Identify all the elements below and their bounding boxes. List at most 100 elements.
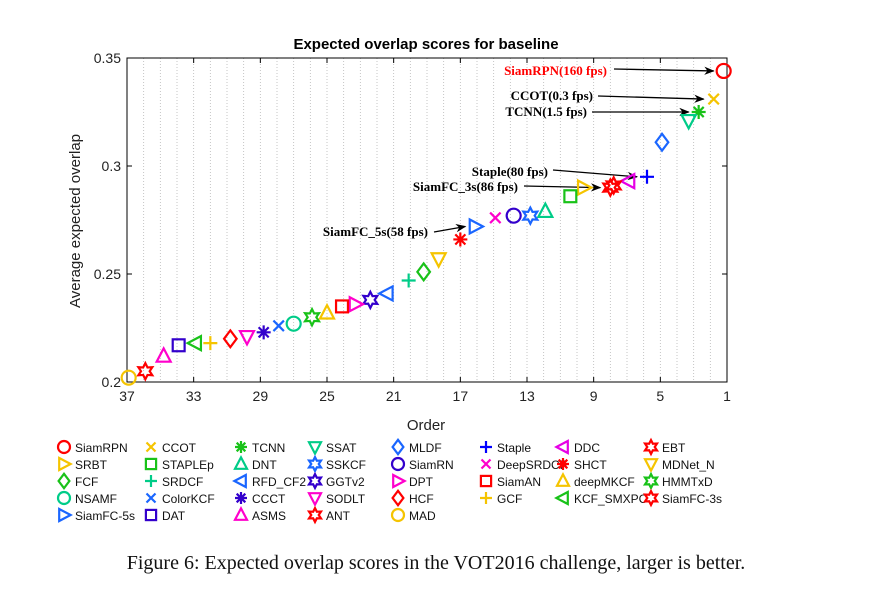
marker-siamrpn [715,62,732,80]
legend-label: TCNN [252,441,285,455]
legend-icon-siamfc-5s [58,507,73,523]
legend-icon-staple [480,441,492,453]
marker-siamrn [505,207,522,224]
marker-dpt [348,295,366,314]
y-tick-label: 0.35 [94,50,121,66]
legend-icon-kcf-smxpc [554,490,569,506]
marker-gcf [203,336,218,351]
legend-icon-siamfc-3s [642,488,660,508]
plot-frame [126,57,728,383]
legend-icon-ddc [554,439,569,455]
legend-icon-gcf [480,492,492,504]
marker-shct [453,232,468,247]
legend-label: RFD_CF2 [252,475,306,489]
x-tick-label: 9 [590,388,598,404]
legend-label: Staple [497,441,531,455]
legend-icon-staplep [144,457,158,471]
legend-label: SRBT [75,458,108,472]
x-axis-label: Order [407,417,445,434]
legend-icon-fcf [57,471,71,491]
legend-label: SiamRPN [75,441,128,455]
legend-icon-asms [233,506,249,521]
legend-icon-srbt [58,456,73,472]
legend-label: SiamFC-5s [75,509,135,523]
vertical-grid [126,58,728,382]
marker-ccot [707,93,720,106]
annotation-label: TCNN(1.5 fps) [505,104,587,119]
legend-icon-ant [306,505,324,525]
marker-hmmtxd [302,306,322,328]
y-tick-label: 0.2 [102,374,122,390]
legend-label: DPT [409,475,434,489]
legend-label: KCF_SMXPC [574,492,648,506]
marker-ebt [604,174,623,196]
annotation-arrow [523,183,602,192]
annotation-arrows [433,66,715,233]
legend-label: MDNet_N [662,458,715,472]
legend-label: SODLT [326,492,366,506]
annotation-arrow [613,66,715,75]
legend-label: ASMS [252,509,286,523]
legend-icon-siamrn [390,456,406,472]
legend-label: deepMKCF [574,475,635,489]
legend-label: CCCT [252,492,286,506]
legend-label: GGTv2 [326,475,365,489]
marker-siamfc-5s [468,217,486,236]
legend-label: SHCT [574,458,607,472]
legend-icon-ccct [235,492,247,504]
annotation-arrow [597,94,705,103]
annotation-label: SiamRPN(160 fps) [504,63,607,78]
legend-icon-mdnet-n [643,458,659,473]
legend-icon-hmmtxd [642,471,660,491]
x-tick-label: 1 [723,388,731,404]
marker-dnt [536,201,555,219]
marker-hcf [222,328,239,350]
marker-siamfc-3s [601,177,620,199]
legend: SiamRPN CCOT TCNN SSAT MLDF Staple DDC EBT SRBT S… [56,437,722,525]
legend-label: SiamAN [497,475,541,489]
annotation-labels: SiamRPN(160 fps) CCOT(0.3 fps)TCNN(1.5 fp… [323,63,607,239]
annotation-arrow [552,169,639,181]
marker-sskcf [521,205,540,227]
marker-mdnet-n [429,252,448,269]
marker-ddc [618,172,636,190]
marker-asms [154,346,173,363]
x-tick-label: 29 [253,388,269,404]
y-axis-label: Average expected overlap [67,134,84,308]
marker-ssat [679,113,698,131]
legend-icon-ebt [642,437,660,457]
legend-label: CCOT [162,441,197,455]
annotation-label: CCOT(0.3 fps) [511,88,593,103]
x-tick-label: 13 [519,388,535,404]
marker-sodlt [238,329,256,347]
marker-rfd-cf2 [376,284,394,303]
x-tick-label: 5 [656,388,664,404]
legend-icon-rfd-cf2 [232,473,247,489]
marker-srdcf [401,273,416,288]
marker-mldf [654,132,670,153]
legend-icon-sodlt [307,492,323,507]
legend-icon-srdcf [145,475,157,487]
marker-nsamf [285,315,302,332]
axes: 37 33 29 25 21 17 13 9 5 1 0.2 0.25 0.3 0.35 [94,50,731,404]
x-tick-label: 25 [319,388,335,404]
legend-icon-dpt [392,473,407,489]
legend-label: SSKCF [326,458,366,472]
legend-label: NSAMF [75,492,117,506]
data-markers [120,62,732,386]
marker-colorkcf [272,319,285,332]
legend-icon-deepsrdcf [480,458,492,470]
legend-label: EBT [662,441,686,455]
legend-icon-siamrpn [56,439,72,455]
y-tick-label: 0.25 [94,266,121,282]
legend-label: ColorKCF [162,492,215,506]
legend-label: FCF [75,475,98,489]
marker-ggtv2 [361,289,380,311]
legend-icon-hcf [391,488,405,508]
annotation-label: Staple(80 fps) [472,164,548,179]
legend-icon-nsamf [56,490,72,506]
legend-icon-siaman [479,474,493,488]
marker-ant [136,360,155,382]
legend-label: HCF [409,492,434,506]
